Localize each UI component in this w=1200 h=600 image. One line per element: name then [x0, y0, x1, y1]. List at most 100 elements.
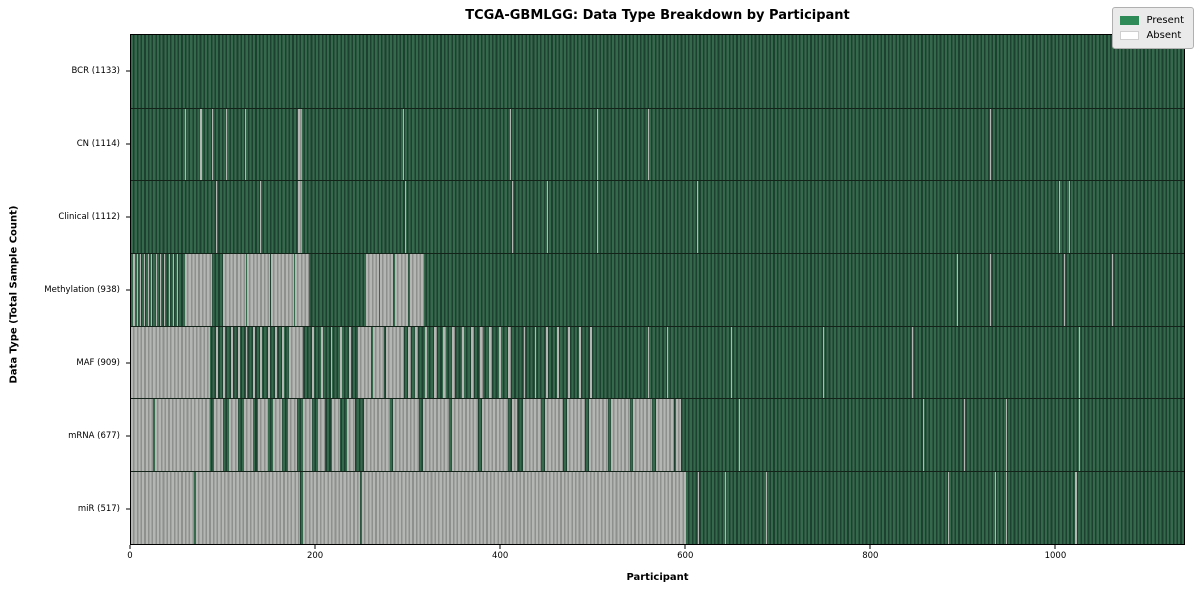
- absent-segment: [271, 254, 294, 326]
- ytick-mark: [126, 143, 130, 144]
- absent-segment: [252, 326, 255, 399]
- absent-segment: [282, 326, 285, 399]
- absent-segment: [1078, 326, 1080, 399]
- absent-segment: [507, 326, 511, 399]
- absent-segment: [132, 254, 135, 326]
- absent-segment: [648, 108, 650, 181]
- absent-segment: [361, 472, 687, 544]
- absent-segment: [395, 254, 409, 326]
- absent-segment: [295, 254, 310, 326]
- absent-segment: [177, 254, 179, 326]
- absent-segment: [228, 399, 239, 472]
- ytick-mark: [126, 70, 130, 71]
- absent-segment: [994, 472, 996, 544]
- absent-segment: [302, 399, 313, 472]
- absent-segment: [185, 108, 187, 181]
- row-mir: [131, 471, 1184, 544]
- absent-segment: [922, 399, 924, 472]
- absent-segment: [288, 399, 298, 472]
- legend: Present Absent: [1112, 7, 1194, 49]
- absent-segment: [140, 254, 142, 326]
- absent-segment: [1078, 399, 1080, 472]
- xtick-label-1000: 1000: [1044, 551, 1067, 561]
- absent-segment: [724, 472, 726, 544]
- absent-segment: [195, 472, 301, 544]
- absent-segment: [567, 326, 570, 399]
- absent-segment: [131, 326, 211, 399]
- absent-segment: [302, 472, 361, 544]
- absent-segment: [452, 399, 479, 472]
- ytick-mark: [126, 435, 130, 436]
- absent-segment: [648, 326, 650, 399]
- absent-segment: [403, 108, 405, 181]
- xtick-mark: [499, 545, 501, 549]
- absent-segment: [545, 326, 548, 399]
- absent-segment: [544, 399, 564, 472]
- absent-segment: [380, 254, 394, 326]
- absent-segment: [363, 399, 390, 472]
- absent-segment: [408, 326, 411, 399]
- ytick-label-mir: miR (517): [77, 503, 120, 514]
- absent-segment: [1005, 472, 1007, 544]
- absent-segment: [424, 326, 428, 399]
- absent-segment: [258, 399, 268, 472]
- absent-segment: [452, 326, 456, 399]
- chart-title: TCGA-GBMLGG: Data Type Breakdown by Part…: [465, 8, 850, 23]
- ytick-label-cn: CN (1114): [76, 138, 120, 149]
- ytick-mark: [126, 508, 130, 509]
- absent-segment: [697, 181, 699, 254]
- absent-segment: [956, 254, 958, 326]
- absent-segment: [766, 472, 768, 544]
- absent-segment: [509, 108, 511, 181]
- absent-segment: [365, 254, 379, 326]
- x-axis: 0 200 400 600 800 1000: [127, 545, 1185, 569]
- absent-segment: [611, 399, 630, 472]
- row-methylation: [131, 253, 1184, 326]
- absent-segment: [212, 108, 214, 181]
- absent-segment: [633, 399, 652, 472]
- absent-segment: [523, 326, 526, 399]
- absent-segment: [675, 399, 681, 472]
- absent-segment: [731, 326, 733, 399]
- ytick-label-maf: MAF (909): [76, 357, 120, 368]
- absent-segment: [698, 472, 700, 544]
- absent-segment: [433, 326, 437, 399]
- absent-segment: [223, 254, 246, 326]
- xtick-label-400: 400: [492, 551, 509, 561]
- y-axis: BCR (1133) CN (1114) Clinical (1112) Methyl…: [0, 34, 130, 545]
- absent-segment: [159, 254, 162, 326]
- absent-segment: [511, 399, 518, 472]
- row-cn: [131, 107, 1184, 181]
- absent-segment: [215, 181, 217, 254]
- x-axis-label: Participant: [626, 572, 689, 583]
- absent-segment: [260, 181, 262, 254]
- absent-segment: [200, 108, 203, 181]
- plot-area: [130, 34, 1185, 545]
- absent-segment: [164, 254, 166, 326]
- absent-segment: [947, 472, 949, 544]
- absent-segment: [288, 326, 303, 399]
- absent-segment: [373, 326, 385, 399]
- row-maf: [131, 325, 1184, 399]
- absent-segment: [131, 399, 154, 472]
- row-clinical: [131, 180, 1184, 254]
- absent-segment: [347, 399, 355, 472]
- absent-segment: [230, 326, 233, 399]
- absent-segment: [298, 181, 302, 254]
- absent-segment: [590, 326, 592, 399]
- absent-segment: [330, 326, 333, 399]
- absent-segment: [534, 326, 537, 399]
- absent-segment: [348, 326, 351, 399]
- absent-segment: [482, 399, 508, 472]
- absent-swatch-icon: [1120, 31, 1140, 40]
- xtick-mark: [129, 545, 131, 549]
- absent-segment: [321, 326, 324, 399]
- ytick-label-bcr: BCR (1133): [71, 65, 121, 76]
- absent-segment: [405, 181, 407, 254]
- absent-segment: [1063, 254, 1065, 326]
- absent-segment: [332, 399, 340, 472]
- legend-item-present: Present: [1120, 13, 1184, 28]
- ytick-mark: [126, 362, 130, 363]
- absent-segment: [260, 326, 263, 399]
